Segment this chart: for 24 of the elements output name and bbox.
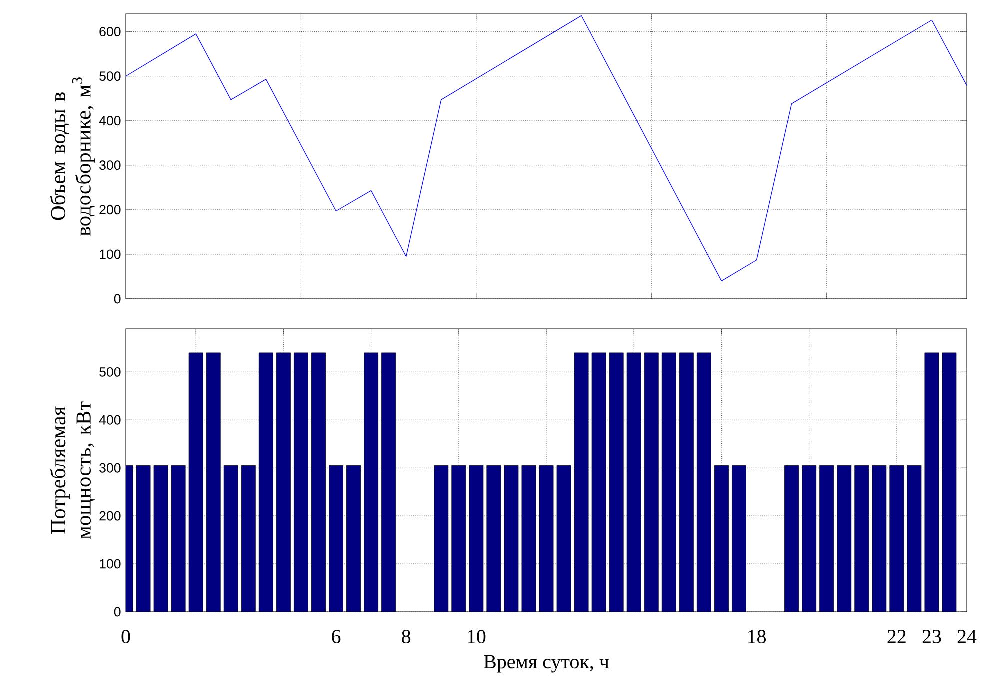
y-tick-label: 200	[100, 205, 121, 215]
y-tick-label: 300	[100, 160, 121, 170]
y-axis-title: Объем воды в водосборнике, м$^{3}$	[50, 78, 96, 236]
y-tick-label: 400	[99, 116, 121, 126]
y-axis-title: Потребляемая мощность, кВт	[50, 402, 96, 540]
x-tick-label: 18	[748, 630, 766, 644]
y-tick-label: 300	[100, 463, 121, 473]
y-tick-label: 100	[100, 559, 121, 569]
y-tick-label: 500	[100, 367, 121, 377]
y-tick-label: 0	[114, 607, 121, 617]
x-axis-title: Время суток, ч	[484, 655, 609, 673]
x-tick-label: 22	[888, 630, 906, 644]
y-tick-label: 500	[100, 72, 121, 82]
x-tick-label: 10	[468, 630, 486, 644]
y-tick-label: 0	[114, 294, 121, 304]
y-tick-label: 600	[100, 27, 121, 37]
x-tick-label: 23	[922, 630, 942, 644]
x-tick-label: 24	[958, 630, 977, 644]
x-tick-label: 6	[332, 630, 341, 644]
y-tick-label: 200	[100, 511, 121, 521]
y-tick-label: 400	[99, 415, 121, 425]
y-tick-label: 100	[100, 250, 121, 260]
x-tick-label: 8	[402, 630, 411, 644]
line-series	[126, 15, 968, 282]
